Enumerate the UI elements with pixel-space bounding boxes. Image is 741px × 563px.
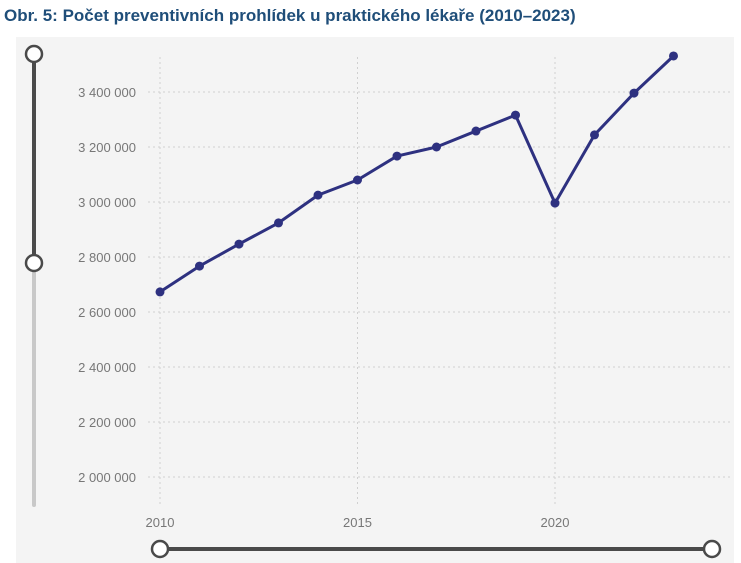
- x-tick-label: 2010: [146, 515, 175, 530]
- data-point[interactable]: [511, 110, 520, 120]
- data-point[interactable]: [155, 287, 165, 297]
- data-point[interactable]: [234, 239, 244, 249]
- chart-title: Obr. 5: Počet preventivních prohlídek u …: [4, 6, 576, 25]
- y-tick-label: 2 200 000: [78, 415, 136, 430]
- data-point[interactable]: [590, 130, 599, 140]
- y-tick-label: 3 000 000: [78, 195, 136, 210]
- data-point[interactable]: [629, 88, 639, 98]
- data-point[interactable]: [550, 198, 560, 208]
- y-tick-label: 3 400 000: [78, 85, 136, 100]
- y-tick-label: 2 800 000: [78, 250, 136, 265]
- x-range-handle-left[interactable]: [150, 539, 170, 559]
- x-tick-label: 2020: [541, 515, 570, 530]
- data-point[interactable]: [669, 51, 678, 61]
- y-tick-label: 2 000 000: [78, 470, 136, 485]
- data-point[interactable]: [313, 190, 323, 200]
- data-point[interactable]: [432, 142, 441, 152]
- y-tick-label: 2 400 000: [78, 360, 136, 375]
- series-line: [159, 54, 675, 294]
- y-range-handle-bottom[interactable]: [24, 253, 44, 273]
- plot-background: [16, 37, 734, 563]
- data-point[interactable]: [274, 218, 283, 228]
- y-range-handle-top[interactable]: [24, 44, 44, 64]
- data-point[interactable]: [353, 175, 362, 185]
- data-point[interactable]: [195, 261, 204, 271]
- y-tick-label: 2 600 000: [78, 305, 136, 320]
- data-point[interactable]: [471, 126, 481, 136]
- data-point[interactable]: [392, 151, 402, 161]
- x-tick-label: 2015: [343, 515, 372, 530]
- y-tick-label: 3 200 000: [78, 140, 136, 155]
- x-range-handle-right[interactable]: [702, 539, 722, 559]
